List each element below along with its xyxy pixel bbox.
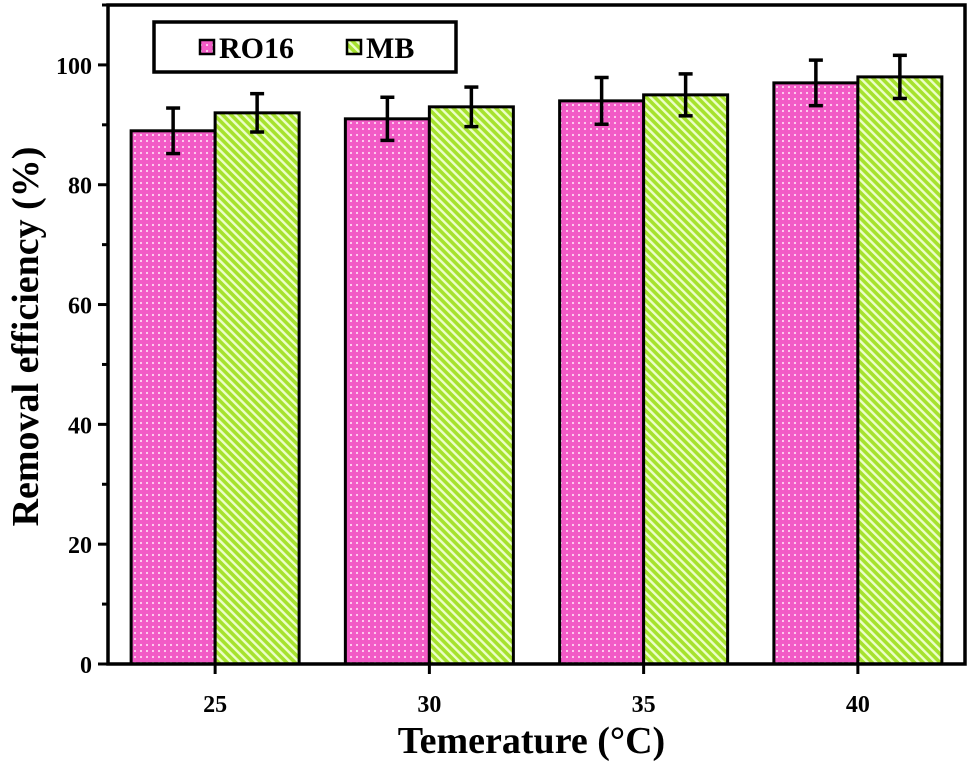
x-tick-label-25: 25 bbox=[203, 692, 227, 718]
legend: RO16 MB bbox=[152, 20, 458, 74]
error-bar-mb-35 bbox=[678, 72, 693, 118]
y-tick-label-60: 60 bbox=[68, 294, 92, 320]
x-axis-title: Temerature (°C) bbox=[398, 720, 665, 762]
error-bar-ro16-40 bbox=[808, 58, 823, 108]
ticks-layer: 25 30 35 40 0 20 40 60 80 100 bbox=[56, 3, 870, 718]
bar-mb-25 bbox=[213, 111, 301, 666]
x-tick-label-35: 35 bbox=[632, 692, 656, 718]
y-axis-title: Removal efficiency (%) bbox=[5, 147, 47, 527]
error-bar-ro16-25 bbox=[166, 106, 181, 156]
y-tick-label-20: 20 bbox=[68, 533, 92, 559]
bar-mb-35 bbox=[642, 93, 730, 666]
x-tick-label-40: 40 bbox=[846, 692, 870, 718]
error-bar-ro16-30 bbox=[380, 95, 395, 143]
y-tick-label-80: 80 bbox=[68, 174, 92, 200]
legend-swatch-ro16 bbox=[198, 38, 216, 56]
error-bar-mb-30 bbox=[464, 85, 479, 129]
bar-mb-30 bbox=[427, 105, 515, 666]
legend-swatch-mb bbox=[345, 38, 363, 56]
bar-ro16-40 bbox=[772, 81, 860, 666]
x-tick-label-30: 30 bbox=[417, 692, 441, 718]
y-tick-label-40: 40 bbox=[68, 413, 92, 439]
error-bar-mb-40 bbox=[892, 53, 907, 101]
bars-layer bbox=[129, 75, 944, 666]
bar-ro16-35 bbox=[558, 99, 646, 666]
error-bars-layer bbox=[166, 53, 907, 156]
y-tick-label-100: 100 bbox=[56, 54, 92, 80]
legend-label-mb: MB bbox=[366, 32, 414, 65]
plot-frame bbox=[106, 3, 967, 666]
bar-ro16-25 bbox=[129, 129, 217, 666]
bar-mb-40 bbox=[856, 75, 944, 666]
legend-box bbox=[152, 20, 458, 74]
y-tick-label-0: 0 bbox=[80, 653, 92, 679]
error-bar-ro16-35 bbox=[594, 75, 609, 126]
error-bar-mb-25 bbox=[250, 91, 265, 134]
legend-label-ro16: RO16 bbox=[219, 32, 294, 65]
bar-ro16-30 bbox=[343, 117, 431, 666]
